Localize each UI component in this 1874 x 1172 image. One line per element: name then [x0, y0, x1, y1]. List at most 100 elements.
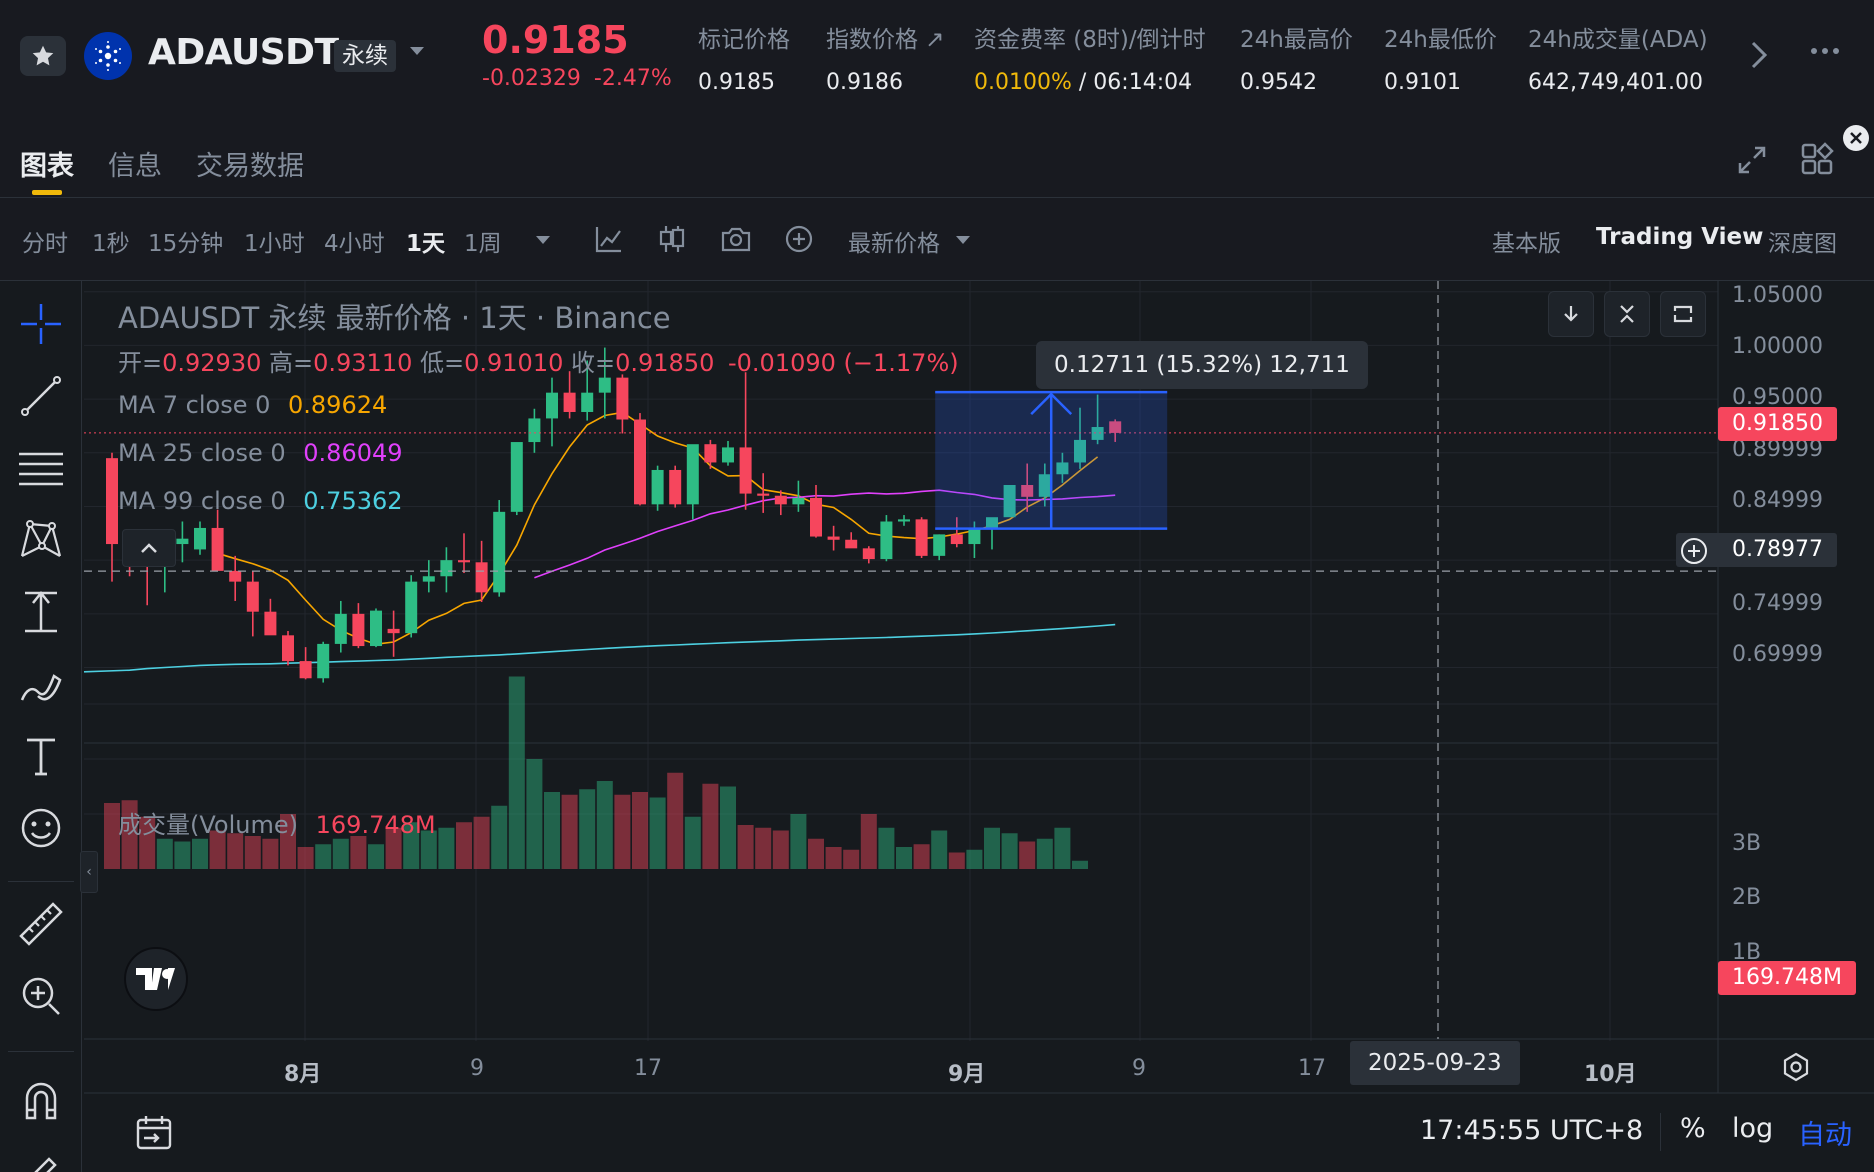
- volume-tick: 3B: [1732, 831, 1762, 856]
- volume-bar: [878, 827, 895, 869]
- chevron-down-icon[interactable]: [408, 44, 426, 58]
- volume-bar: [420, 830, 437, 869]
- chart-grid: [84, 281, 1874, 1094]
- interval-1h[interactable]: 1小时: [244, 231, 305, 257]
- volume-bar: [684, 816, 701, 869]
- stat-24h-low: 24h最低价 0.9101: [1384, 20, 1497, 95]
- ma-label: MA 99 close 0: [118, 487, 286, 515]
- candle-body: [405, 581, 418, 634]
- volume-bar: [473, 816, 490, 869]
- candle-body: [317, 643, 330, 679]
- collapse-legend-button[interactable]: [122, 529, 176, 567]
- chevron-right-icon[interactable]: [1748, 38, 1770, 72]
- layout-grid-icon[interactable]: [1800, 142, 1836, 178]
- volume-bar: [737, 825, 754, 869]
- ruler-icon: [19, 902, 63, 946]
- favorite-button[interactable]: [20, 36, 66, 76]
- log-scale-toggle[interactable]: log: [1732, 1113, 1774, 1144]
- interval-time[interactable]: 分时: [22, 231, 68, 257]
- trend-line-tool[interactable]: [14, 369, 68, 423]
- fib-tool[interactable]: [14, 441, 68, 495]
- magnet-icon: [25, 1082, 57, 1120]
- chart-clock[interactable]: 17:45:55 UTC+8: [1420, 1115, 1644, 1146]
- indicators-icon[interactable]: [594, 224, 624, 254]
- volume-bar: [139, 816, 156, 869]
- candle-body: [880, 521, 893, 560]
- drawing-toolbar: [0, 281, 82, 1172]
- settings-icon[interactable]: [1780, 1051, 1812, 1083]
- price-change-pct: -2.47%: [593, 66, 672, 91]
- ma25-legend[interactable]: MA 25 close 0 0.86049: [118, 439, 403, 467]
- view-tradingview[interactable]: Trading View: [1596, 224, 1764, 250]
- candle-body: [845, 539, 858, 549]
- scroll-to-latest-button[interactable]: [1548, 291, 1594, 337]
- reset-icon: [1673, 305, 1693, 323]
- candle-body: [933, 534, 946, 556]
- pattern-tool[interactable]: [14, 513, 68, 567]
- stat-label: 资金费率 (8时)/倒计时: [974, 27, 1206, 53]
- magnet-tool[interactable]: [14, 1073, 68, 1127]
- percent-scale-toggle[interactable]: %: [1680, 1113, 1706, 1144]
- symbol-name[interactable]: ADAUSDT: [148, 32, 339, 73]
- funding-separator: /: [1071, 70, 1094, 95]
- reset-chart-button[interactable]: [1660, 291, 1706, 337]
- candle-body: [387, 628, 400, 634]
- interval-15m[interactable]: 15分钟: [148, 231, 224, 257]
- stat-index-price[interactable]: 指数价格 ↗ 0.9186: [826, 20, 945, 95]
- candle-body: [1056, 462, 1069, 475]
- brush-tool[interactable]: [14, 657, 68, 711]
- add-alert-icon[interactable]: [1680, 537, 1708, 565]
- ma7-legend[interactable]: MA 7 close 0 0.89624: [118, 391, 387, 419]
- price-source-select[interactable]: 最新价格: [848, 224, 940, 258]
- text-tool[interactable]: [14, 729, 68, 783]
- expand-icon[interactable]: [1736, 144, 1768, 176]
- close-icon[interactable]: [1843, 125, 1869, 151]
- price-source-dropdown-icon[interactable]: [954, 234, 972, 246]
- price-tick: 0.89999: [1732, 437, 1823, 462]
- tab-info[interactable]: 信息: [108, 151, 162, 182]
- emoji-tool[interactable]: [14, 801, 68, 855]
- volume-bar: [280, 814, 296, 869]
- star-icon: [32, 45, 54, 66]
- volume-bar: [579, 789, 596, 869]
- low-label: 低=: [420, 349, 465, 377]
- candle-body: [475, 562, 488, 593]
- candle-body: [704, 444, 717, 463]
- projection-tool[interactable]: [14, 585, 68, 639]
- candle-body: [862, 548, 875, 560]
- ma99-legend[interactable]: MA 99 close 0 0.75362: [118, 487, 403, 515]
- collapse-button[interactable]: [1604, 291, 1650, 337]
- view-depth[interactable]: 深度图: [1768, 231, 1837, 257]
- volume-tick: 1B: [1732, 940, 1762, 965]
- camera-icon[interactable]: [720, 224, 752, 254]
- collapse-toolbar-handle[interactable]: ‹: [80, 851, 98, 893]
- tab-trading-data[interactable]: 交易数据: [196, 151, 304, 182]
- ruler-tool[interactable]: [14, 897, 68, 951]
- crosshair-tool[interactable]: [14, 297, 68, 351]
- goto-date-icon[interactable]: [134, 1113, 174, 1153]
- auto-scale-toggle[interactable]: 自动: [1798, 1120, 1852, 1151]
- zoom-tool[interactable]: [14, 969, 68, 1023]
- volume-bar: [368, 844, 384, 869]
- time-tick: 17: [634, 1056, 662, 1081]
- price-chart[interactable]: [0, 281, 1874, 1172]
- add-indicator-icon[interactable]: [784, 224, 814, 254]
- view-basic[interactable]: 基本版: [1492, 231, 1561, 257]
- interval-dropdown-icon[interactable]: [534, 234, 552, 246]
- candle-body: [211, 527, 224, 571]
- tab-chart[interactable]: 图表: [20, 151, 74, 182]
- more-icon[interactable]: [1810, 46, 1840, 56]
- lock-drawing-tool[interactable]: [14, 1141, 68, 1172]
- tradingview-logo[interactable]: [124, 947, 188, 1011]
- stat-value: 0.9101: [1384, 70, 1461, 95]
- interval-1w[interactable]: 1周: [464, 231, 502, 257]
- interval-1s[interactable]: 1秒: [92, 231, 130, 257]
- candle-body: [510, 442, 523, 512]
- interval-1d[interactable]: 1天: [406, 231, 446, 257]
- volume-bar: [561, 794, 578, 869]
- open-label: 开=: [118, 349, 163, 377]
- candle-type-icon[interactable]: [658, 224, 686, 254]
- interval-4h[interactable]: 4小时: [324, 231, 385, 257]
- volume-bar: [808, 838, 824, 869]
- bottom-divider: [1660, 1113, 1661, 1151]
